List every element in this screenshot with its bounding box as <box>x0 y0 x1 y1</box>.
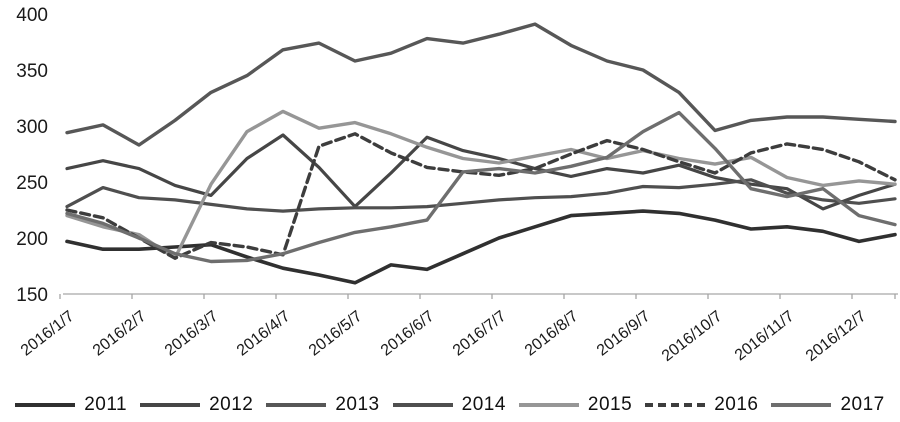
legend-label: 2012 <box>209 394 254 415</box>
x-axis-tick-label: 2016/10/7 <box>659 308 726 365</box>
series-line-2013 <box>65 22 897 147</box>
legend-swatch-2016 <box>645 403 706 407</box>
y-axis-tick-label: 350 <box>16 61 48 82</box>
legend-item-2017: 2017 <box>771 394 884 416</box>
legend-swatch-2012 <box>140 403 201 407</box>
legend-label: 2014 <box>461 394 506 415</box>
x-axis-tick-label: 2016/12/7 <box>803 308 870 365</box>
x-axis-tick-label: 2016/4/7 <box>234 308 294 360</box>
legend-item-2014: 2014 <box>392 394 506 416</box>
legend-item-2012: 2012 <box>140 394 253 416</box>
y-axis-tick-label: 250 <box>16 173 48 194</box>
legend-swatch-2014 <box>392 403 453 407</box>
y-axis-tick-label: 150 <box>16 285 48 306</box>
x-axis-tick-label: 2016/3/7 <box>162 308 222 360</box>
legend-swatch-2017 <box>771 403 832 407</box>
legend-swatch-2011 <box>15 403 76 407</box>
x-axis-tick-label: 2016/6/7 <box>378 308 438 360</box>
legend-label: 2015 <box>587 394 633 415</box>
y-axis-tick-label: 200 <box>16 229 48 250</box>
series-line-2015 <box>65 109 897 260</box>
legend-swatch-2015 <box>518 403 579 407</box>
x-axis-tick-label: 2016/11/7 <box>732 308 798 365</box>
x-axis-tick-label: 2016/7/7 <box>450 308 510 360</box>
legend-item-2016: 2016 <box>645 394 758 416</box>
legend-item-2013: 2013 <box>266 394 379 416</box>
x-axis-tick-label: 2016/8/7 <box>522 308 582 360</box>
series-line-2014 <box>65 178 897 213</box>
series-line-2017 <box>65 110 897 264</box>
legend-label: 2013 <box>335 394 380 415</box>
x-axis-tick-label: 2016/9/7 <box>594 308 654 360</box>
legend: 2011 2012 2013 2014 2015 2016 2017 <box>0 394 900 416</box>
legend-item-2015: 2015 <box>518 394 633 416</box>
legend-item-2011: 2011 <box>15 394 127 416</box>
x-axis-tick-label: 2016/2/7 <box>90 308 150 360</box>
x-axis-tick-label: 2016/5/7 <box>306 308 366 360</box>
legend-swatch-2013 <box>266 403 327 407</box>
y-axis-tick-label: 300 <box>16 117 48 138</box>
x-axis-tick-label: 2016/1/7 <box>18 308 78 360</box>
series-line-2016 <box>65 132 897 260</box>
legend-label: 2011 <box>84 394 128 415</box>
legend-label: 2017 <box>840 394 885 415</box>
legend-label: 2016 <box>714 394 759 415</box>
y-axis-tick-label: 400 <box>16 5 48 26</box>
series-line-2011 <box>65 209 897 285</box>
